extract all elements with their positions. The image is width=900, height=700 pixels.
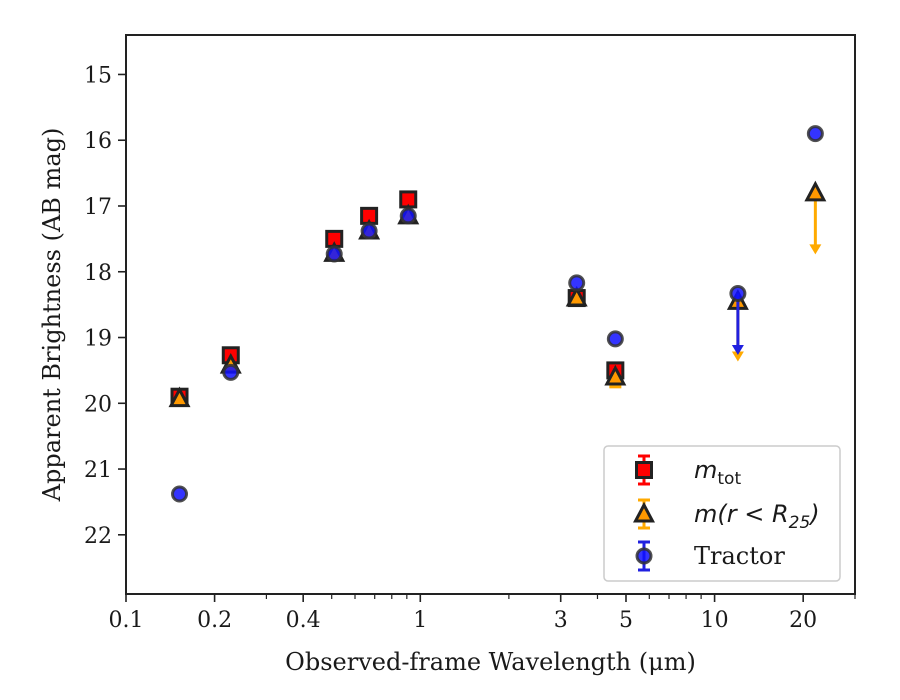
y-tick-label-2: 17 [84,195,112,220]
y-tick-label-5: 20 [84,392,112,417]
y-tick-label-3: 18 [84,261,112,286]
legend-entry-2: Tractor [635,540,785,572]
x-tick-label-7: 20 [789,608,817,633]
plot-frame [125,34,856,595]
y-tick-label-7: 22 [84,524,112,549]
series-2-upper-limit-7 [731,293,744,355]
legend-label-0: mtot [694,456,741,489]
series-2-point-2 [325,245,343,263]
series-2-point-1 [222,363,240,381]
series-1-point-5 [565,285,588,307]
x-tick-label-1: 0.2 [197,608,232,633]
legend-label-1: m(r < R25) [694,500,820,533]
x-tick-label-0: 0.1 [109,608,144,633]
tick-layer: 15 16 17 18 19 20 21 22 0.1 0.2 0.4 1 3 5 10 20 [84,63,856,633]
y-axis-title: Apparent Brightness (AB mag) [38,128,66,503]
series-2-point-0 [171,485,189,503]
legend-marker-1 [633,501,655,523]
y-tick-label-6: 21 [84,458,112,483]
series-2 [171,125,824,503]
series-2-point-6 [606,330,624,348]
series-1 [168,180,827,408]
y-tick-label-4: 19 [84,327,112,352]
x-axis-title: Observed-frame Wavelength (μm) [285,648,696,676]
y-tick-label-1: 16 [84,129,112,154]
x-tick-label-2: 0.4 [286,608,321,633]
series-1-point-6 [604,364,627,386]
legend-label-2: Tractor [694,542,785,570]
series-2-point-4 [399,207,417,225]
legend-entry-1: m(r < R25) [633,498,820,533]
x-tick-label-6: 10 [701,608,729,633]
legend-box [603,445,841,582]
series-2-point-7 [729,284,747,302]
series-1-point-8 [804,180,827,202]
data-layer [168,125,827,503]
series-1-point-0 [168,386,191,408]
x-tick-label-4: 3 [554,608,568,633]
legend-entry-0: mtot [635,454,741,489]
legend-marker-0 [635,461,653,479]
series-1-upper-limit-8 [809,192,822,255]
series-2-point-8 [806,125,824,143]
x-tick-label-5: 5 [619,608,633,633]
y-tick-label-0: 15 [84,63,112,88]
x-tick-label-3: 1 [413,608,427,633]
legend: mtot m(r < R25) Tractor [603,445,841,582]
legend-marker-2 [635,547,653,565]
series-2-point-3 [360,222,378,240]
series-2-point-5 [568,274,586,292]
